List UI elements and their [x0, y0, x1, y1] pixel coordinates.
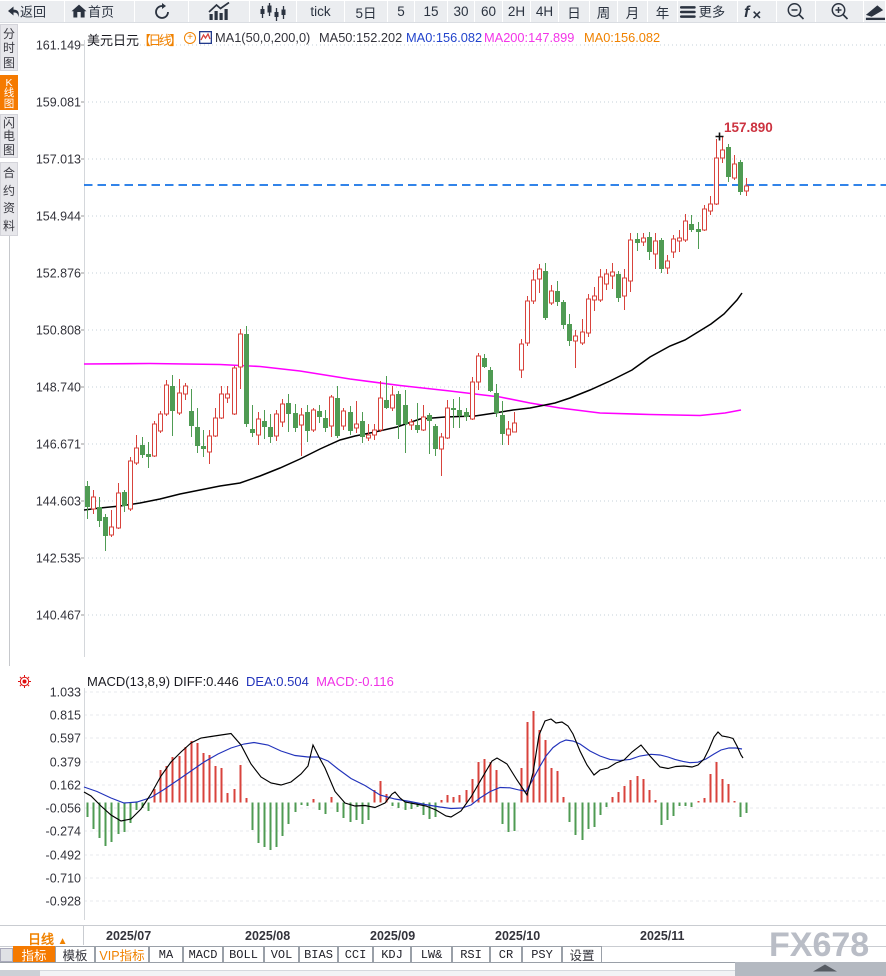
svg-text:首页: 首页 [88, 4, 114, 19]
svg-text:0.379: 0.379 [50, 756, 81, 770]
svg-text:142.535: 142.535 [36, 552, 81, 566]
svg-text:161.149: 161.149 [36, 39, 81, 53]
svg-text:返回: 返回 [20, 4, 46, 19]
svg-text:-0.274: -0.274 [46, 825, 81, 839]
svg-text:150.808: 150.808 [36, 324, 81, 338]
svg-text:152.876: 152.876 [36, 267, 81, 281]
svg-text:154.944: 154.944 [36, 210, 81, 224]
svg-text:140.467: 140.467 [36, 609, 81, 623]
svg-text:-0.710: -0.710 [46, 872, 81, 886]
svg-text:更多: 更多 [699, 3, 726, 19]
svg-text:-0.056: -0.056 [46, 802, 81, 816]
svg-text:0.815: 0.815 [50, 709, 81, 723]
svg-text:157.890: 157.890 [724, 120, 773, 135]
svg-text:-0.928: -0.928 [46, 895, 81, 909]
svg-text:159.081: 159.081 [36, 96, 81, 110]
svg-text:0.162: 0.162 [50, 779, 81, 793]
svg-text:0.597: 0.597 [50, 732, 81, 746]
svg-text:✕: ✕ [752, 10, 762, 22]
svg-text:1.033: 1.033 [50, 686, 81, 700]
svg-text:144.603: 144.603 [36, 495, 81, 509]
svg-text:146.671: 146.671 [36, 438, 81, 452]
svg-text:f: f [744, 4, 751, 21]
svg-text:157.013: 157.013 [36, 153, 81, 167]
svg-text:148.740: 148.740 [36, 381, 81, 395]
svg-text:-0.492: -0.492 [46, 849, 81, 863]
